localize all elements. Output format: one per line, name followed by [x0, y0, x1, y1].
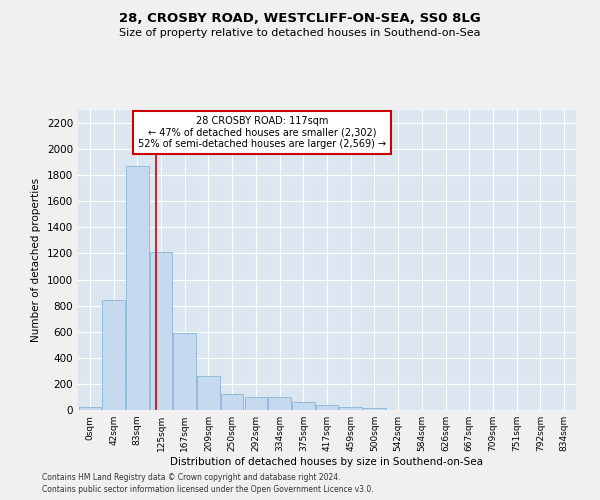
Bar: [268, 397, 291, 410]
Bar: [340, 408, 362, 410]
Bar: [221, 394, 244, 410]
Bar: [173, 333, 196, 410]
Text: Contains public sector information licensed under the Open Government Licence v3: Contains public sector information licen…: [42, 486, 374, 494]
Text: Contains HM Land Registry data © Crown copyright and database right 2024.: Contains HM Land Registry data © Crown c…: [42, 473, 341, 482]
Bar: [363, 408, 386, 410]
Bar: [316, 405, 338, 410]
Bar: [79, 408, 101, 410]
Bar: [103, 300, 125, 410]
Bar: [197, 376, 220, 410]
X-axis label: Distribution of detached houses by size in Southend-on-Sea: Distribution of detached houses by size …: [170, 457, 484, 467]
Bar: [245, 397, 267, 410]
Text: 28, CROSBY ROAD, WESTCLIFF-ON-SEA, SS0 8LG: 28, CROSBY ROAD, WESTCLIFF-ON-SEA, SS0 8…: [119, 12, 481, 26]
Y-axis label: Number of detached properties: Number of detached properties: [31, 178, 41, 342]
Text: 28 CROSBY ROAD: 117sqm
← 47% of detached houses are smaller (2,302)
52% of semi-: 28 CROSBY ROAD: 117sqm ← 47% of detached…: [138, 116, 386, 149]
Text: Size of property relative to detached houses in Southend-on-Sea: Size of property relative to detached ho…: [119, 28, 481, 38]
Bar: [292, 402, 314, 410]
Bar: [126, 166, 149, 410]
Bar: [150, 252, 172, 410]
